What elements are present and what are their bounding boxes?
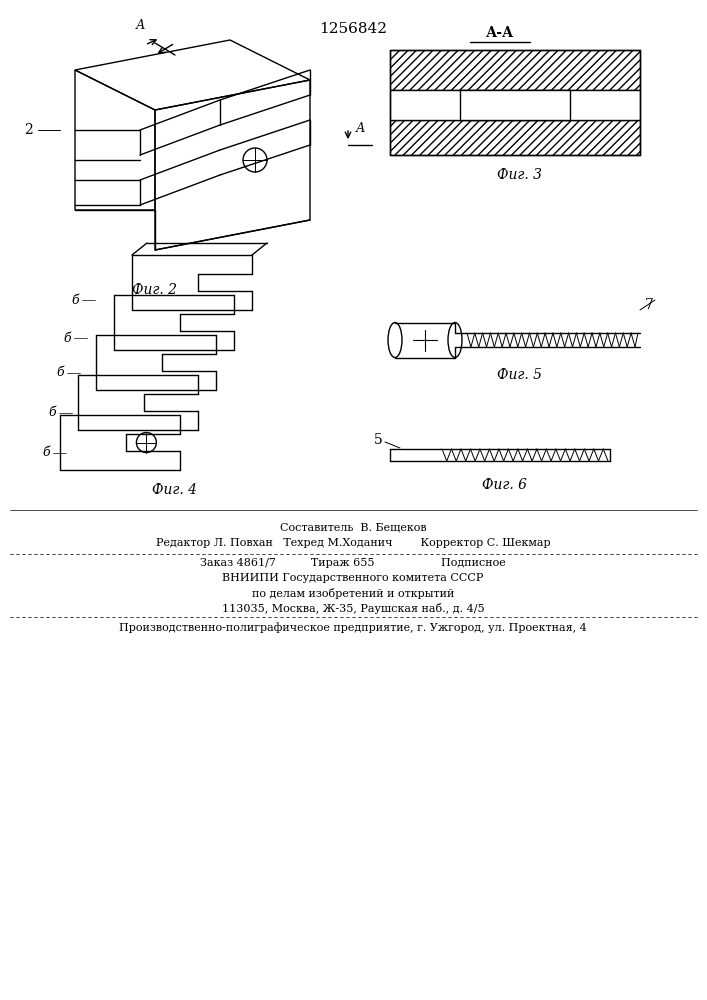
Text: Фиг. 3: Фиг. 3 xyxy=(498,168,542,182)
Polygon shape xyxy=(460,90,570,120)
Text: Фиг. 4: Фиг. 4 xyxy=(153,483,197,497)
Text: б: б xyxy=(71,294,78,306)
Text: б: б xyxy=(63,332,71,344)
Polygon shape xyxy=(390,90,640,120)
Polygon shape xyxy=(390,120,640,155)
Text: 7: 7 xyxy=(645,298,654,312)
Polygon shape xyxy=(390,50,640,90)
Text: А: А xyxy=(355,122,365,135)
Text: 2: 2 xyxy=(23,123,33,137)
Text: А-А: А-А xyxy=(486,26,514,40)
Text: ВНИИПИ Государственного комитета СССР: ВНИИПИ Государственного комитета СССР xyxy=(222,573,484,583)
Text: Фиг. 2: Фиг. 2 xyxy=(132,283,177,297)
Text: по делам изобретений и открытий: по делам изобретений и открытий xyxy=(252,588,454,599)
Text: 113035, Москва, Ж-35, Раушская наб., д. 4/5: 113035, Москва, Ж-35, Раушская наб., д. … xyxy=(222,603,484,614)
Text: Фиг. 6: Фиг. 6 xyxy=(482,478,527,492)
Text: 1256842: 1256842 xyxy=(319,22,387,36)
Text: Производственно-полиграфическое предприятие, г. Ужгород, ул. Проектная, 4: Производственно-полиграфическое предприя… xyxy=(119,622,587,633)
Text: Редактор Л. Повхан   Техред М.Ходанич        Корректор С. Шекмар: Редактор Л. Повхан Техред М.Ходанич Корр… xyxy=(156,538,550,548)
Text: Составитель  В. Бещеков: Составитель В. Бещеков xyxy=(280,523,426,533)
Text: б: б xyxy=(48,406,56,420)
Text: А: А xyxy=(135,19,145,32)
Text: б: б xyxy=(42,446,49,460)
Text: б: б xyxy=(56,366,64,379)
Text: Заказ 4861/7          Тираж 655                   Подписное: Заказ 4861/7 Тираж 655 Подписное xyxy=(200,558,506,568)
Text: 5: 5 xyxy=(373,433,382,447)
Text: Фиг. 5: Фиг. 5 xyxy=(498,368,542,382)
